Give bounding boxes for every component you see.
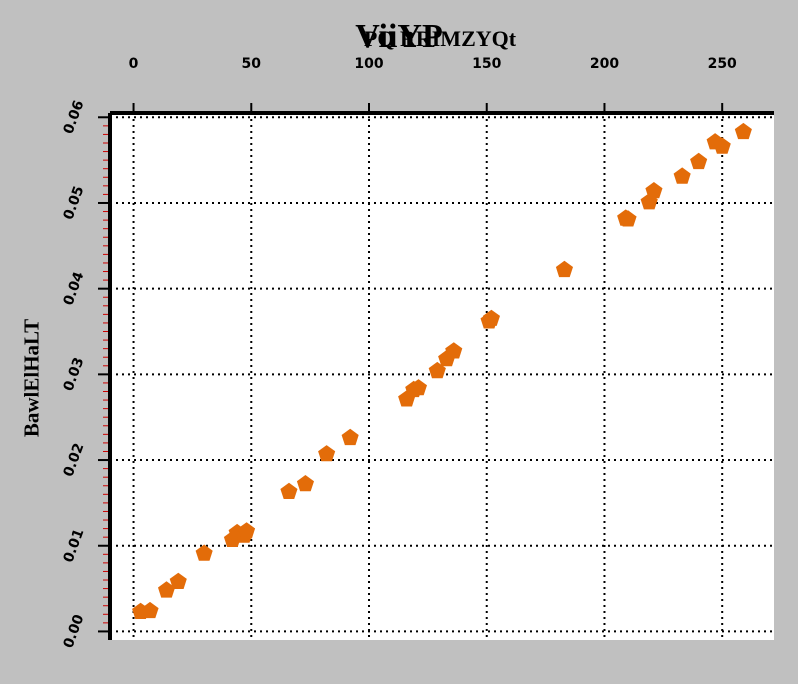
data-point xyxy=(445,342,463,359)
y-tick-label: 0.05 xyxy=(61,184,88,222)
data-point xyxy=(409,379,427,396)
data-point xyxy=(195,544,213,561)
y-tick-label: 0.03 xyxy=(61,355,88,393)
y-tick-label: 0.00 xyxy=(61,612,88,650)
x-tick-label: 250 xyxy=(708,56,737,72)
data-point xyxy=(482,309,500,326)
data-point xyxy=(169,572,187,589)
y-tick-label: 0.04 xyxy=(61,269,88,307)
data-point xyxy=(238,522,256,539)
data-point xyxy=(690,152,708,170)
y-tick-label: 0.06 xyxy=(61,98,88,136)
x-axis-label: PQ RRIMZYQt xyxy=(363,26,517,51)
data-point xyxy=(619,210,637,227)
data-point xyxy=(318,445,336,462)
x-tick-label: 200 xyxy=(590,56,619,72)
x-tick-label: 100 xyxy=(354,56,383,72)
x-tick-label: 150 xyxy=(472,56,501,72)
data-point xyxy=(158,581,176,598)
data-point xyxy=(141,601,159,619)
data-point xyxy=(734,122,752,140)
y-axis-label: BawlElHaLT xyxy=(19,318,44,438)
data-point xyxy=(341,428,359,446)
x-tick-label: 0 xyxy=(129,56,139,72)
data-point xyxy=(555,260,573,278)
data-point xyxy=(280,482,298,499)
data-point xyxy=(296,475,314,492)
data-point xyxy=(645,182,663,199)
data-point xyxy=(713,137,731,154)
y-tick-label: 0.01 xyxy=(61,527,88,565)
chart-title: ViiYP xyxy=(355,18,443,55)
x-tick-label: 50 xyxy=(242,56,262,72)
y-tick-label: 0.02 xyxy=(61,441,88,479)
data-point xyxy=(673,167,691,184)
